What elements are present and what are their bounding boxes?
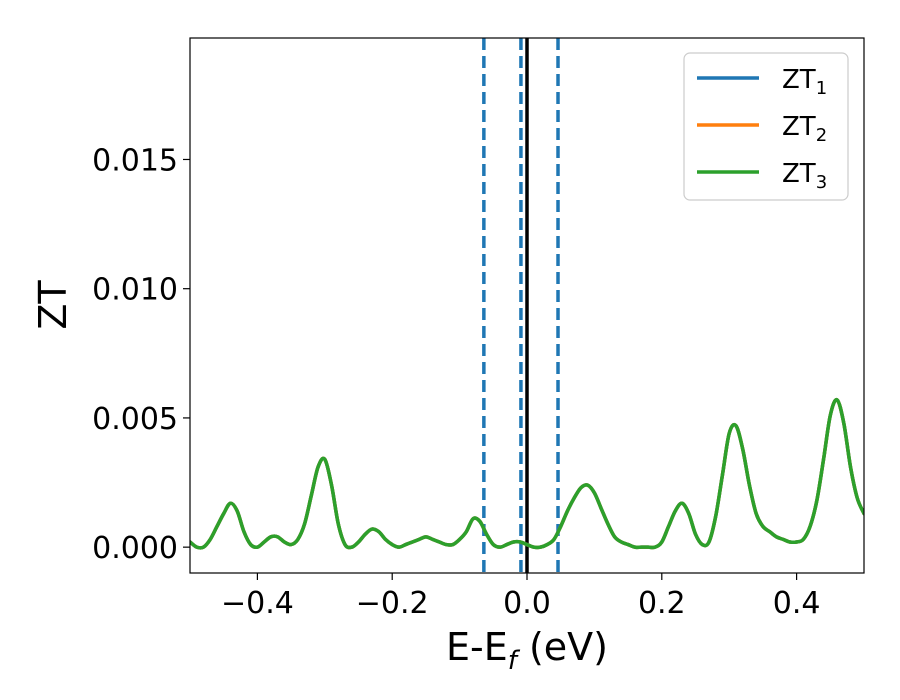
legend: ZT1 ZT2 ZT3: [683, 52, 849, 201]
x-axis-label: E-Ef (eV): [446, 625, 608, 676]
legend-box: [683, 52, 849, 201]
series-group: [190, 397, 864, 550]
y-tick-label: 0.010: [92, 273, 178, 308]
vertical-lines-group: [482, 38, 560, 573]
x-tick-label: 0.0: [503, 586, 551, 621]
x-tick-label: −0.2: [356, 586, 429, 621]
y-tick-label: 0.005: [92, 402, 178, 437]
x-axis-ticks: −0.4 −0.2 0.0 0.2 0.4: [221, 573, 820, 621]
y-axis-label: ZT: [31, 280, 75, 330]
x-tick-label: −0.4: [221, 586, 294, 621]
legend-label-zt3: ZT3: [782, 159, 827, 193]
series-line-zt3: [190, 397, 864, 550]
y-tick-label: 0.015: [92, 143, 178, 178]
x-tick-label: 0.2: [638, 586, 686, 621]
legend-label-zt1: ZT1: [782, 65, 827, 99]
y-tick-label: 0.000: [92, 531, 178, 566]
y-axis-ticks: 0.000 0.005 0.010 0.015: [92, 143, 190, 566]
x-tick-label: 0.4: [773, 586, 821, 621]
legend-label-zt2: ZT2: [782, 112, 827, 146]
